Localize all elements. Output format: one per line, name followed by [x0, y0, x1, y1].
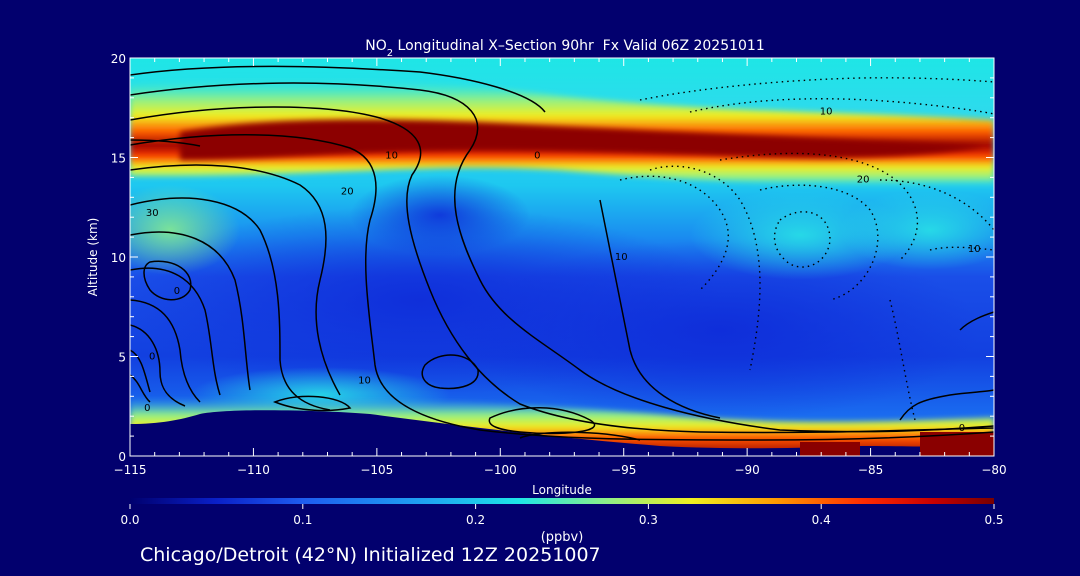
footer-caption: Chicago/Detroit (42°N) Initialized 12Z 2… [140, 544, 601, 566]
contour-label: 0 [144, 403, 150, 414]
contour-label: 20 [341, 186, 354, 197]
colorbar-tick-label: 0.5 [984, 513, 1003, 527]
x-tick-label: −85 [858, 463, 883, 477]
y-tick-label: 5 [118, 351, 126, 365]
colorbar-ticks: 0.0 0.1 0.2 0.3 0.4 0.5 [120, 504, 1004, 527]
y-tick-label: 0 [118, 450, 126, 464]
x-tick-label: −115 [114, 463, 147, 477]
contour-lines [130, 65, 994, 441]
contour-label: 10 [968, 244, 981, 255]
contour-label: 10 [820, 107, 833, 118]
y-tick-label: 20 [111, 52, 126, 66]
colorbar-tick-label: 0.3 [639, 513, 658, 527]
x-tick-label: −110 [237, 463, 270, 477]
x-tick-label: −80 [981, 463, 1006, 477]
y-axis: 0 5 10 15 20 [111, 52, 994, 464]
colorbar [130, 498, 994, 504]
contour-label: 20 [857, 174, 870, 185]
chart-title: NO2 Longitudinal X–Section 90hr Fx Valid… [365, 38, 765, 59]
contour-label: 0 [174, 286, 180, 297]
contour-labels: 10 0 20 30 10 20 10 10 0 0 0 10 0 [144, 107, 981, 434]
x-axis-title: Longitude [532, 483, 592, 497]
contour-label: 30 [146, 208, 159, 219]
contour-label: 0 [534, 151, 540, 162]
contour-label: 0 [149, 352, 155, 363]
y-tick-label: 10 [111, 251, 126, 265]
contour-label: 10 [358, 375, 371, 386]
x-axis: −115 −110 −105 −100 −95 −90 −85 −80 [114, 58, 1007, 477]
colorbar-tick-label: 0.0 [120, 513, 139, 527]
no2-field [130, 58, 994, 456]
colorbar-tick-label: 0.4 [812, 513, 831, 527]
colorbar-unit-label: (ppbv) [541, 530, 584, 545]
colorbar-tick-label: 0.2 [466, 513, 485, 527]
x-tick-label: −105 [360, 463, 393, 477]
x-tick-label: −95 [611, 463, 636, 477]
y-tick-label: 15 [111, 152, 126, 166]
contour-label: 10 [385, 151, 398, 162]
contour-label: 10 [615, 252, 628, 263]
x-tick-label: −100 [484, 463, 517, 477]
contour-label: 0 [959, 423, 965, 434]
colorbar-tick-label: 0.1 [293, 513, 312, 527]
y-axis-title: Altitude (km) [86, 218, 100, 297]
x-tick-label: −90 [734, 463, 759, 477]
